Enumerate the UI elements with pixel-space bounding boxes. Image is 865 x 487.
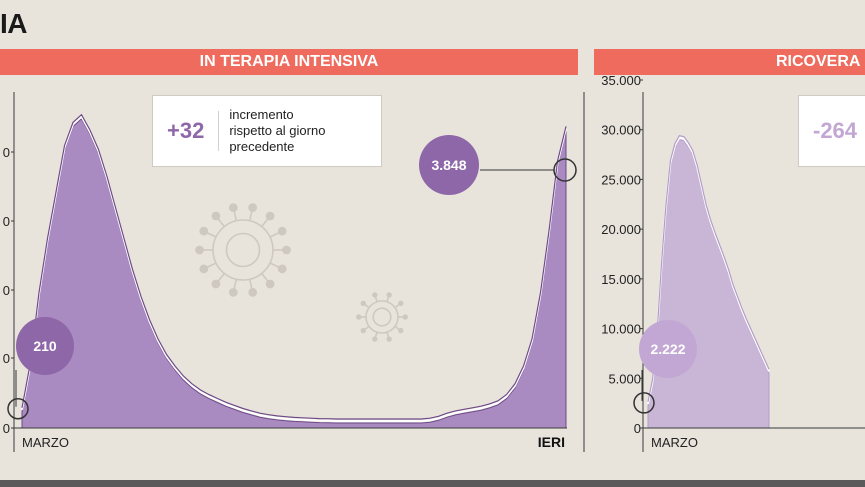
virus-spike-tip [386, 292, 392, 298]
increment-text-line: incremento [229, 107, 294, 122]
virus-body [212, 219, 274, 281]
virus-spike-tip [372, 292, 378, 298]
virus-spike-tip [398, 327, 404, 334]
x-label-end: IERI [538, 434, 565, 450]
virus-spike-tip [199, 226, 209, 236]
virus-spike-tip [356, 314, 362, 320]
y-tick-label: 35.000 [601, 73, 641, 88]
start-value-bubble [639, 320, 697, 378]
increment-text-line: precedente [229, 139, 295, 154]
y-tick-label: 15.000 [601, 272, 641, 287]
virus-spike-tip [277, 226, 287, 236]
virus-spike-tip [195, 245, 204, 255]
y-tick-label: 0 [3, 421, 10, 436]
y-tick-label: 10.000 [601, 322, 641, 337]
virus-spike-tip [398, 300, 404, 307]
virus-spike-tip [248, 288, 258, 297]
ricoverati-change-value: -264 [799, 111, 865, 151]
start-value-bubble [16, 317, 74, 375]
virus-spike-tip [360, 300, 366, 307]
virus-spike-tip [277, 264, 287, 274]
virus-spike-tip [386, 336, 392, 342]
x-label-start: MARZO [651, 435, 698, 450]
virus-body [365, 300, 399, 334]
bottom-bar [0, 480, 865, 487]
area-edge [21, 113, 567, 420]
virus-spike-tip [228, 203, 238, 212]
y-tick-label: 30.000 [601, 123, 641, 138]
y-tick-label: 0 [3, 145, 10, 160]
area-edge [647, 135, 770, 403]
virus-spike-tip [372, 336, 378, 342]
virus-spike-tip [228, 288, 238, 297]
increment-value: +32 [153, 111, 220, 151]
y-tick-label: 5.000 [608, 371, 641, 386]
virus-spike-tip [265, 279, 275, 289]
y-tick-label: 0 [634, 421, 641, 436]
page-heading: IA [0, 8, 28, 39]
x-label-start: MARZO [22, 435, 69, 450]
end-marker [553, 158, 577, 182]
virus-spike-tip [402, 314, 408, 320]
increment-text-line: rispetto al giorno [229, 123, 326, 138]
start-marker [7, 398, 29, 420]
y-tick-label: 0 [3, 214, 10, 229]
virus-icon [195, 203, 291, 297]
panel-title-ricoverati: RICOVERA [594, 49, 865, 75]
virus-core [372, 307, 392, 327]
panel-title-terapia-intensiva: IN TERAPIA INTENSIVA [0, 49, 578, 75]
y-tick-label: 0 [3, 283, 10, 298]
virus-core [225, 232, 261, 268]
ricoverati-callout: -264 [798, 95, 865, 167]
start-value-label: 210 [33, 338, 57, 354]
virus-spike-tip [265, 211, 275, 221]
increment-description: incremento rispetto al giorno precedente [219, 107, 335, 155]
end-value-label: 3.848 [431, 157, 466, 173]
start-marker [633, 392, 655, 414]
virus-spike-tip [199, 264, 209, 274]
y-tick-label: 25.000 [601, 172, 641, 187]
y-tick-label: 0 [3, 351, 10, 366]
area-series [647, 139, 770, 429]
start-value-label: 2.222 [650, 341, 685, 357]
y-tick-label: 20.000 [601, 222, 641, 237]
virus-icon [356, 292, 408, 342]
virus-spike-tip [248, 203, 258, 212]
virus-spike-tip [282, 245, 291, 255]
virus-spike-tip [211, 279, 221, 289]
increment-callout: +32 incremento rispetto al giorno preced… [152, 95, 382, 167]
virus-spike-tip [211, 211, 221, 221]
end-value-bubble [419, 135, 479, 195]
virus-spike-tip [360, 327, 366, 334]
